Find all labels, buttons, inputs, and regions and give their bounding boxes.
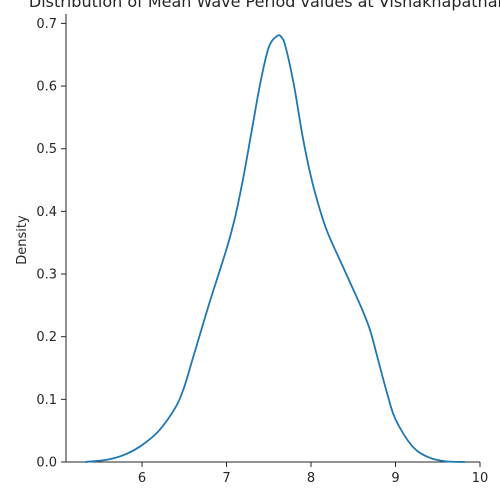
y-tick-label: 0.0 — [36, 456, 57, 471]
x-tick-label: 8 — [307, 471, 315, 486]
x-tick-label: 7 — [222, 471, 230, 486]
y-tick-label: 0.1 — [36, 393, 57, 408]
x-tick-label: 9 — [391, 471, 399, 486]
y-tick-label: 0.4 — [36, 205, 57, 220]
y-tick-label: 0.5 — [36, 142, 57, 157]
y-tick-label: 0.6 — [36, 80, 57, 95]
y-tick-label: 0.7 — [36, 17, 57, 32]
y-tick-label: 0.3 — [36, 268, 57, 283]
x-axis: 6 7 8 9 10 — [66, 461, 489, 486]
chart-title: Distribution of Mean Wave Period values … — [29, 0, 500, 11]
y-axis: 0.0 0.1 0.2 0.3 0.4 0.5 0.6 0.7 — [36, 14, 67, 471]
density-curve — [84, 34, 466, 463]
x-tick-label: 6 — [138, 471, 146, 486]
y-axis-label: Density — [15, 215, 30, 265]
x-tick-label: 10 — [472, 471, 489, 486]
y-tick-label: 0.2 — [36, 330, 57, 345]
